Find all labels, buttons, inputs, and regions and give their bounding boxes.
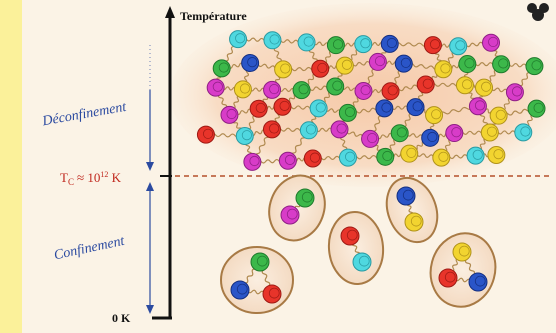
quark-highlight xyxy=(452,128,461,137)
quark-highlight xyxy=(281,64,290,73)
quark-highlight xyxy=(270,84,279,93)
quark-highlight xyxy=(387,38,396,47)
quark-highlight xyxy=(487,127,496,136)
hadron xyxy=(221,247,293,313)
quark-highlight xyxy=(203,129,212,138)
quark-highlight xyxy=(285,155,294,164)
quark-highlight xyxy=(318,63,327,72)
quark-highlight xyxy=(481,82,490,91)
quark-highlight xyxy=(494,149,503,158)
quark-highlight xyxy=(306,125,315,134)
quark-highlight xyxy=(462,80,471,89)
quark-highlight xyxy=(475,101,484,110)
quark-highlight xyxy=(345,107,354,116)
quark-highlight xyxy=(347,230,357,240)
quark-highlight xyxy=(439,152,448,161)
quark-highlight xyxy=(411,216,421,226)
quark-highlight xyxy=(342,60,351,69)
diagram: Température Déconfinement Confinement TC… xyxy=(0,0,556,333)
quark-highlight xyxy=(250,156,259,165)
tc-unit: K xyxy=(108,170,121,185)
quark-highlight xyxy=(465,59,474,68)
quark-highlight xyxy=(248,57,257,66)
quark-highlight xyxy=(401,58,410,67)
quark-highlight xyxy=(388,86,397,95)
quark-highlight xyxy=(445,272,455,282)
quark-highlight xyxy=(242,130,251,139)
quark-highlight xyxy=(304,37,313,46)
quark-highlight xyxy=(403,190,413,200)
quark-highlight xyxy=(310,153,319,162)
origin-label: 0 K xyxy=(112,311,131,325)
quark-highlight xyxy=(534,103,543,112)
quark-highlight xyxy=(459,246,469,256)
quark-highlight xyxy=(382,103,391,112)
quark-highlight xyxy=(227,109,236,118)
quark-highlight xyxy=(256,103,265,112)
tc-middle: ≈ 10 xyxy=(77,170,100,185)
quark-highlight xyxy=(333,40,342,49)
quark-highlight xyxy=(456,41,465,50)
quark-highlight xyxy=(280,101,289,110)
quark-highlight xyxy=(397,128,406,137)
quark-highlight xyxy=(235,34,244,43)
quark-highlight xyxy=(299,85,308,94)
quark-highlight xyxy=(413,102,422,111)
page: Température Déconfinement Confinement TC… xyxy=(0,0,556,333)
quark-highlight xyxy=(287,209,297,219)
tc-symbol: T xyxy=(60,170,68,185)
quark-highlight xyxy=(428,132,437,141)
quark-highlight xyxy=(475,276,485,286)
quark-highlight xyxy=(359,256,369,266)
quark-highlight xyxy=(383,151,392,160)
quark-highlight xyxy=(488,37,497,46)
quark-highlight xyxy=(337,124,346,133)
quark-highlight xyxy=(496,110,505,119)
quark-highlight xyxy=(473,150,482,159)
tc-subscript: C xyxy=(68,177,74,187)
quark-highlight xyxy=(269,124,278,133)
quark-highlight xyxy=(269,288,279,298)
quark-highlight xyxy=(240,84,249,93)
quark-highlight xyxy=(257,256,267,266)
quark-highlight xyxy=(302,192,312,202)
quark-highlight xyxy=(368,133,377,142)
quark-highlight xyxy=(512,87,521,96)
quark-highlight xyxy=(423,79,432,88)
quark-highlight xyxy=(521,127,530,136)
quark-highlight xyxy=(270,35,279,44)
quark-highlight xyxy=(407,148,416,157)
quark-highlight xyxy=(219,63,228,72)
quark-highlight xyxy=(532,61,541,70)
quark-highlight xyxy=(431,110,440,119)
quark-highlight xyxy=(361,39,370,48)
quark-highlight xyxy=(361,85,370,94)
quark-highlight xyxy=(430,40,439,49)
quark-highlight xyxy=(213,82,222,91)
tc-exponent: 12 xyxy=(100,170,108,179)
left-strip xyxy=(0,0,22,333)
quark-highlight xyxy=(499,59,508,68)
quark-highlight xyxy=(333,81,342,90)
quark-highlight xyxy=(375,56,384,65)
quark-highlight xyxy=(345,152,354,161)
quark-highlight xyxy=(316,103,325,112)
quark-highlight xyxy=(237,284,247,294)
quark-highlight xyxy=(441,64,450,73)
axis-label: Température xyxy=(180,9,247,23)
